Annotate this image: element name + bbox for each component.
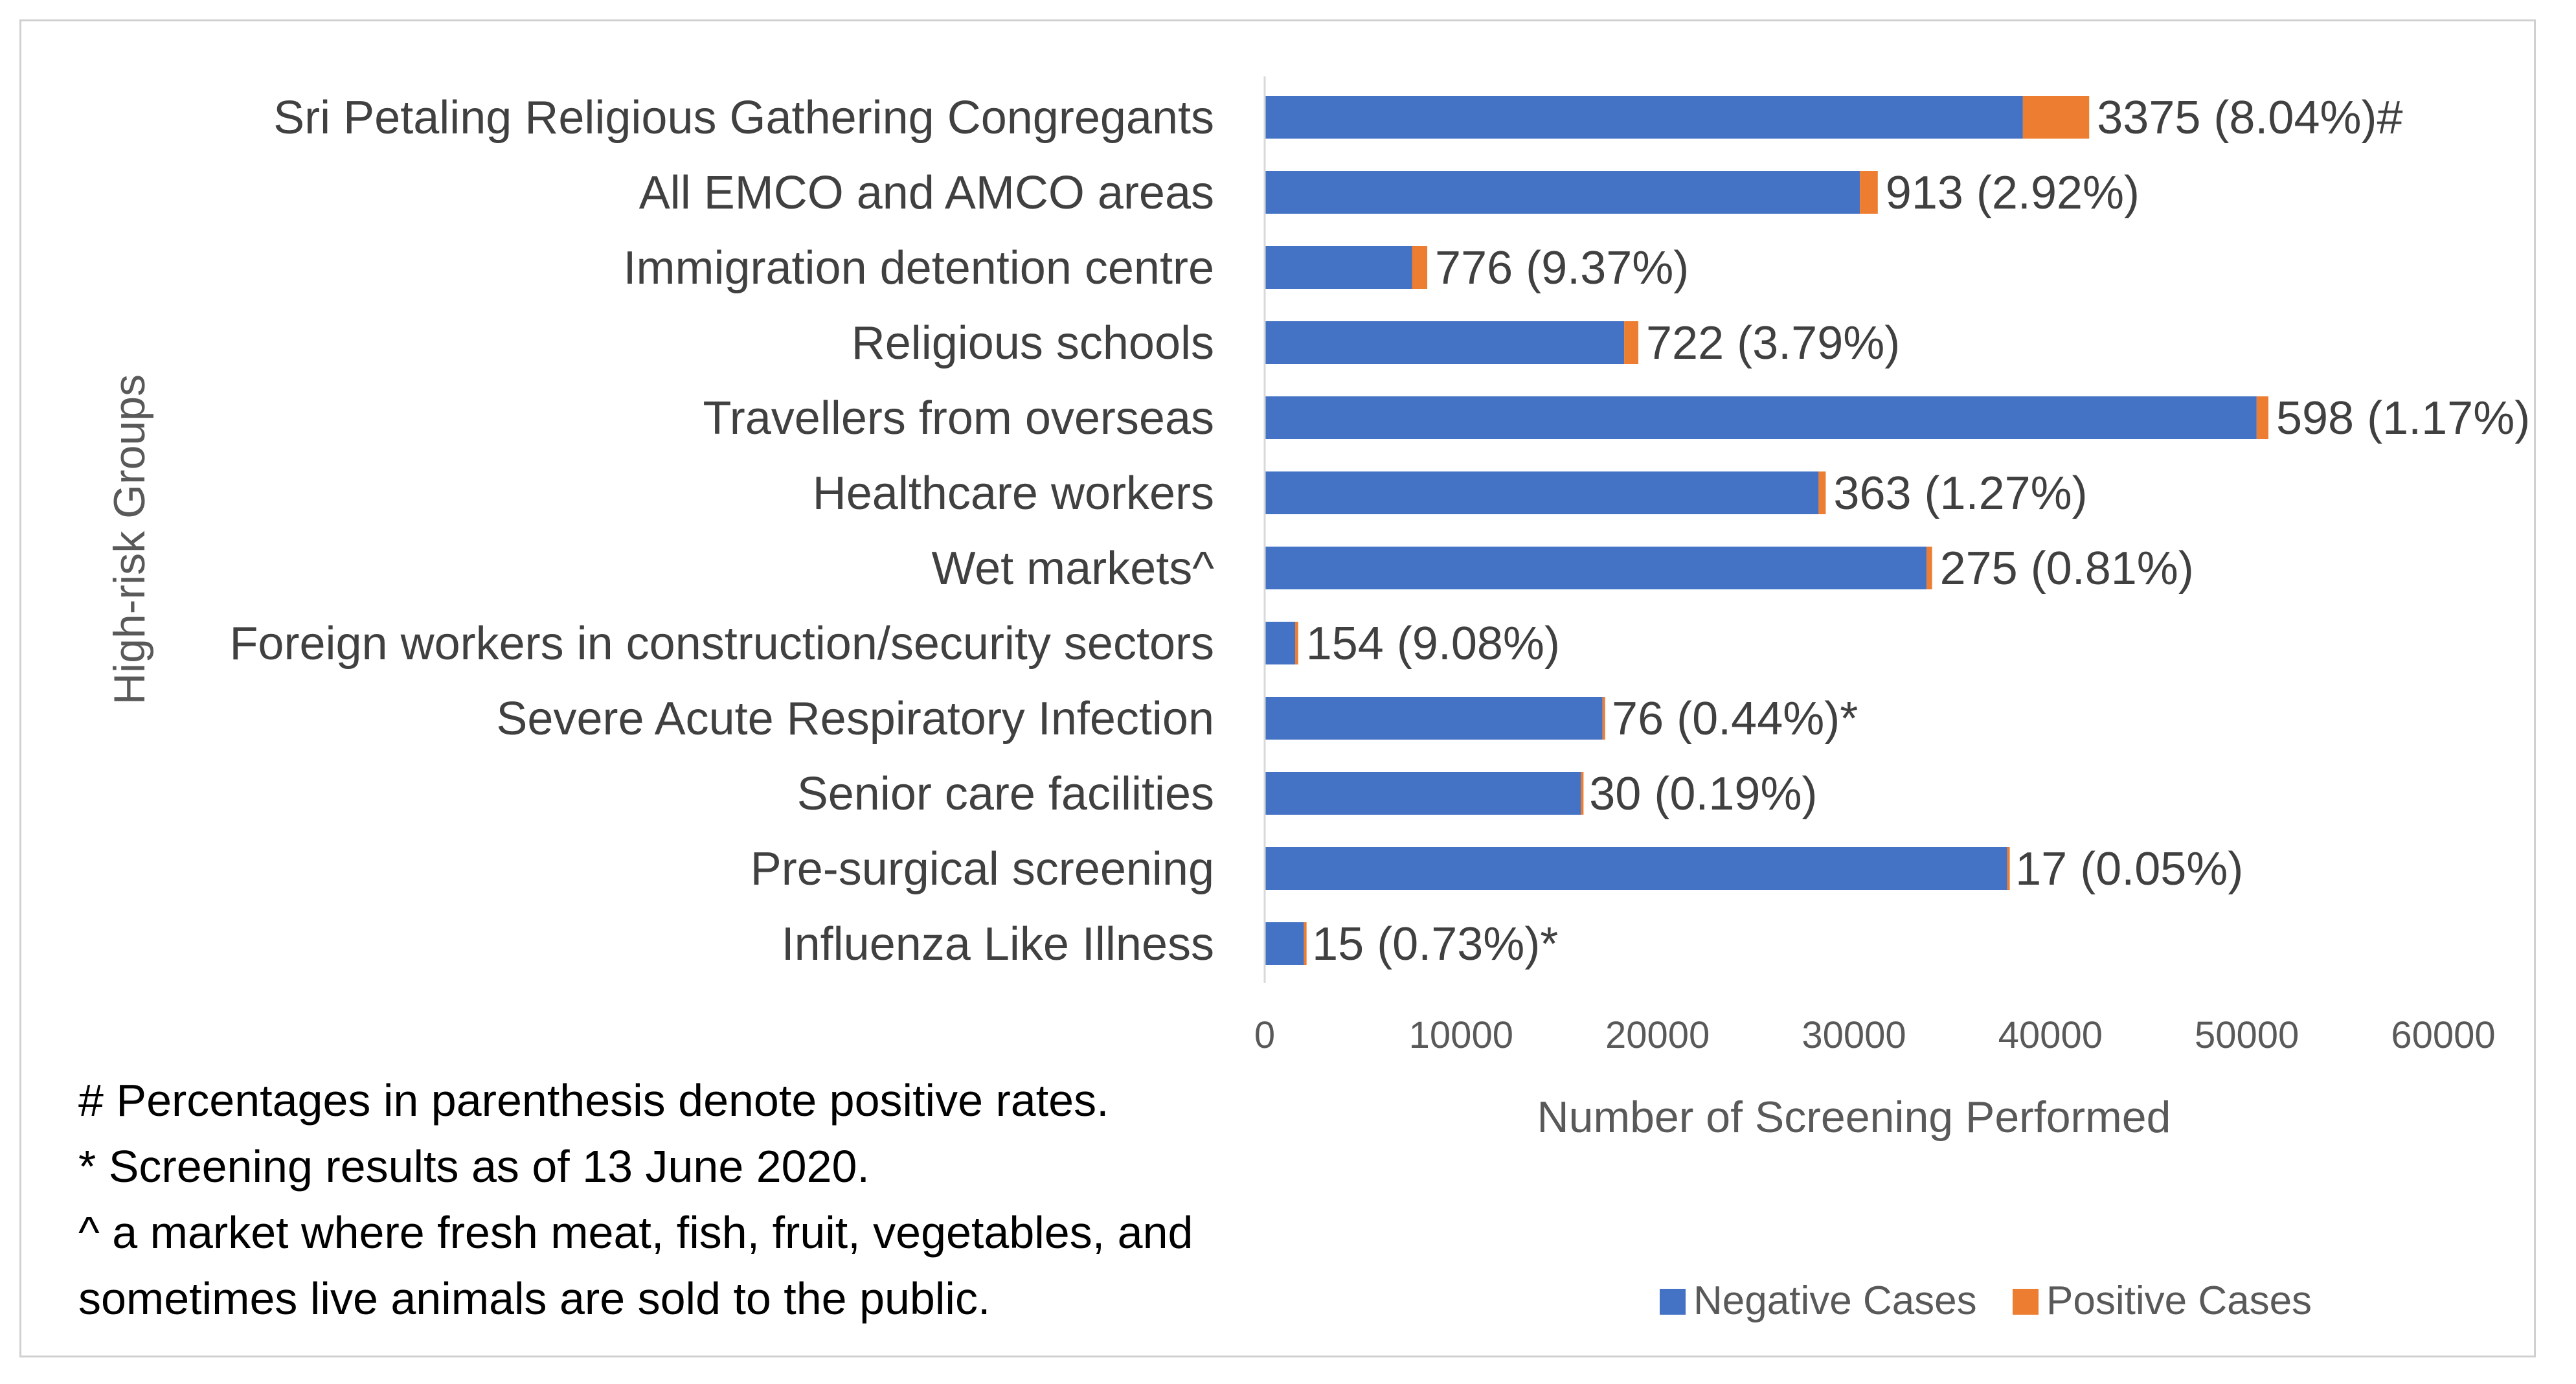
chart-frame: Sri Petaling Religious Gathering Congreg… (19, 19, 2536, 1357)
footnote-line: sometimes live animals are sold to the p… (78, 1273, 990, 1324)
x-tick-label: 50000 (2195, 1014, 2299, 1056)
bar-positive-8 (1602, 697, 1605, 740)
data-label: 598 (1.17%) (2276, 392, 2530, 444)
bar-negative-7 (1265, 622, 1296, 664)
data-label: 17 (0.05%) (2015, 843, 2243, 895)
category-label: Pre-surgical screening (751, 843, 1214, 895)
x-tick-label: 20000 (1605, 1014, 1710, 1056)
category-label: Travellers from overseas (703, 392, 1214, 444)
legend-swatch-positive (2013, 1289, 2039, 1315)
x-tick-labels-group: 0 10000 20000 30000 40000 50000 60000 (1254, 1014, 2496, 1056)
footnote-line: ^ a market where fresh meat, fish, fruit… (78, 1207, 1193, 1258)
data-label: 30 (0.19%) (1589, 768, 1817, 820)
category-label: Severe Acute Respiratory Infection (496, 693, 1214, 745)
bar-negative-4 (1265, 396, 2257, 439)
y-axis-title: High-risk Groups (105, 374, 154, 705)
x-axis-title: Number of Screening Performed (1537, 1093, 2171, 1142)
bar-negative-1 (1265, 171, 1860, 214)
bars-group (1265, 96, 2268, 965)
category-label: Senior care facilities (797, 768, 1214, 820)
x-tick-label: 0 (1254, 1014, 1275, 1056)
stacked-bar-chart: Sri Petaling Religious Gathering Congreg… (78, 76, 2531, 1324)
legend-label-positive: Positive Cases (2046, 1278, 2312, 1323)
legend-label-negative: Negative Cases (1693, 1278, 1977, 1323)
bar-negative-6 (1265, 547, 1927, 589)
bar-positive-4 (2256, 396, 2268, 439)
bar-positive-9 (1581, 772, 1584, 815)
bar-positive-10 (2007, 847, 2010, 890)
category-label: Immigration detention centre (624, 242, 1214, 294)
legend: Negative Cases Positive Cases (1660, 1278, 2312, 1323)
footnotes-group: # Percentages in parenthesis denote posi… (78, 1075, 1193, 1324)
data-label: 913 (2.92%) (1886, 167, 2140, 219)
bar-positive-2 (1412, 246, 1428, 289)
category-label: All EMCO and AMCO areas (639, 167, 1214, 219)
bar-negative-5 (1265, 471, 1819, 514)
data-label: 15 (0.73%)* (1312, 918, 1558, 970)
bar-negative-0 (1265, 96, 2023, 139)
x-tick-label: 30000 (1802, 1014, 1906, 1056)
bar-positive-7 (1295, 622, 1298, 664)
bar-positive-5 (1818, 471, 1826, 514)
bar-positive-1 (1860, 171, 1878, 214)
category-labels-group: Sri Petaling Religious Gathering Congreg… (229, 92, 1214, 970)
data-label: 154 (9.08%) (1306, 618, 1560, 670)
bar-negative-2 (1265, 246, 1412, 289)
footnote-line: # Percentages in parenthesis denote posi… (78, 1075, 1109, 1126)
bar-negative-9 (1265, 772, 1581, 815)
x-tick-label: 60000 (2391, 1014, 2495, 1056)
category-label: Wet markets^ (931, 543, 1214, 595)
data-label: 3375 (8.04%)# (2097, 92, 2402, 144)
data-label: 275 (0.81%) (1940, 543, 2194, 595)
bar-negative-11 (1265, 922, 1304, 965)
data-label: 76 (0.44%)* (1612, 693, 1858, 745)
category-label: Foreign workers in construction/security… (229, 618, 1214, 670)
bar-negative-3 (1265, 321, 1625, 364)
bar-positive-0 (2022, 96, 2090, 139)
bar-positive-3 (1624, 321, 1639, 364)
category-label: Influenza Like Illness (782, 918, 1214, 970)
category-label: Sri Petaling Religious Gathering Congreg… (273, 92, 1214, 144)
legend-swatch-negative (1660, 1289, 1686, 1315)
data-labels-group: 3375 (8.04%)# 913 (2.92%) 776 (9.37%) 722 (… (1306, 92, 2531, 970)
bar-negative-10 (1265, 847, 2007, 890)
x-tick-label: 40000 (1998, 1014, 2103, 1056)
data-label: 722 (3.79%) (1646, 317, 1900, 369)
category-label: Religious schools (852, 317, 1214, 369)
x-tick-label: 10000 (1409, 1014, 1513, 1056)
data-label: 363 (1.27%) (1833, 468, 2087, 519)
bar-positive-11 (1304, 922, 1307, 965)
category-label: Healthcare workers (813, 468, 1214, 519)
data-label: 776 (9.37%) (1435, 242, 1689, 294)
footnote-line: * Screening results as of 13 June 2020. (78, 1141, 870, 1192)
bar-negative-8 (1265, 697, 1603, 740)
bar-positive-6 (1926, 547, 1932, 589)
